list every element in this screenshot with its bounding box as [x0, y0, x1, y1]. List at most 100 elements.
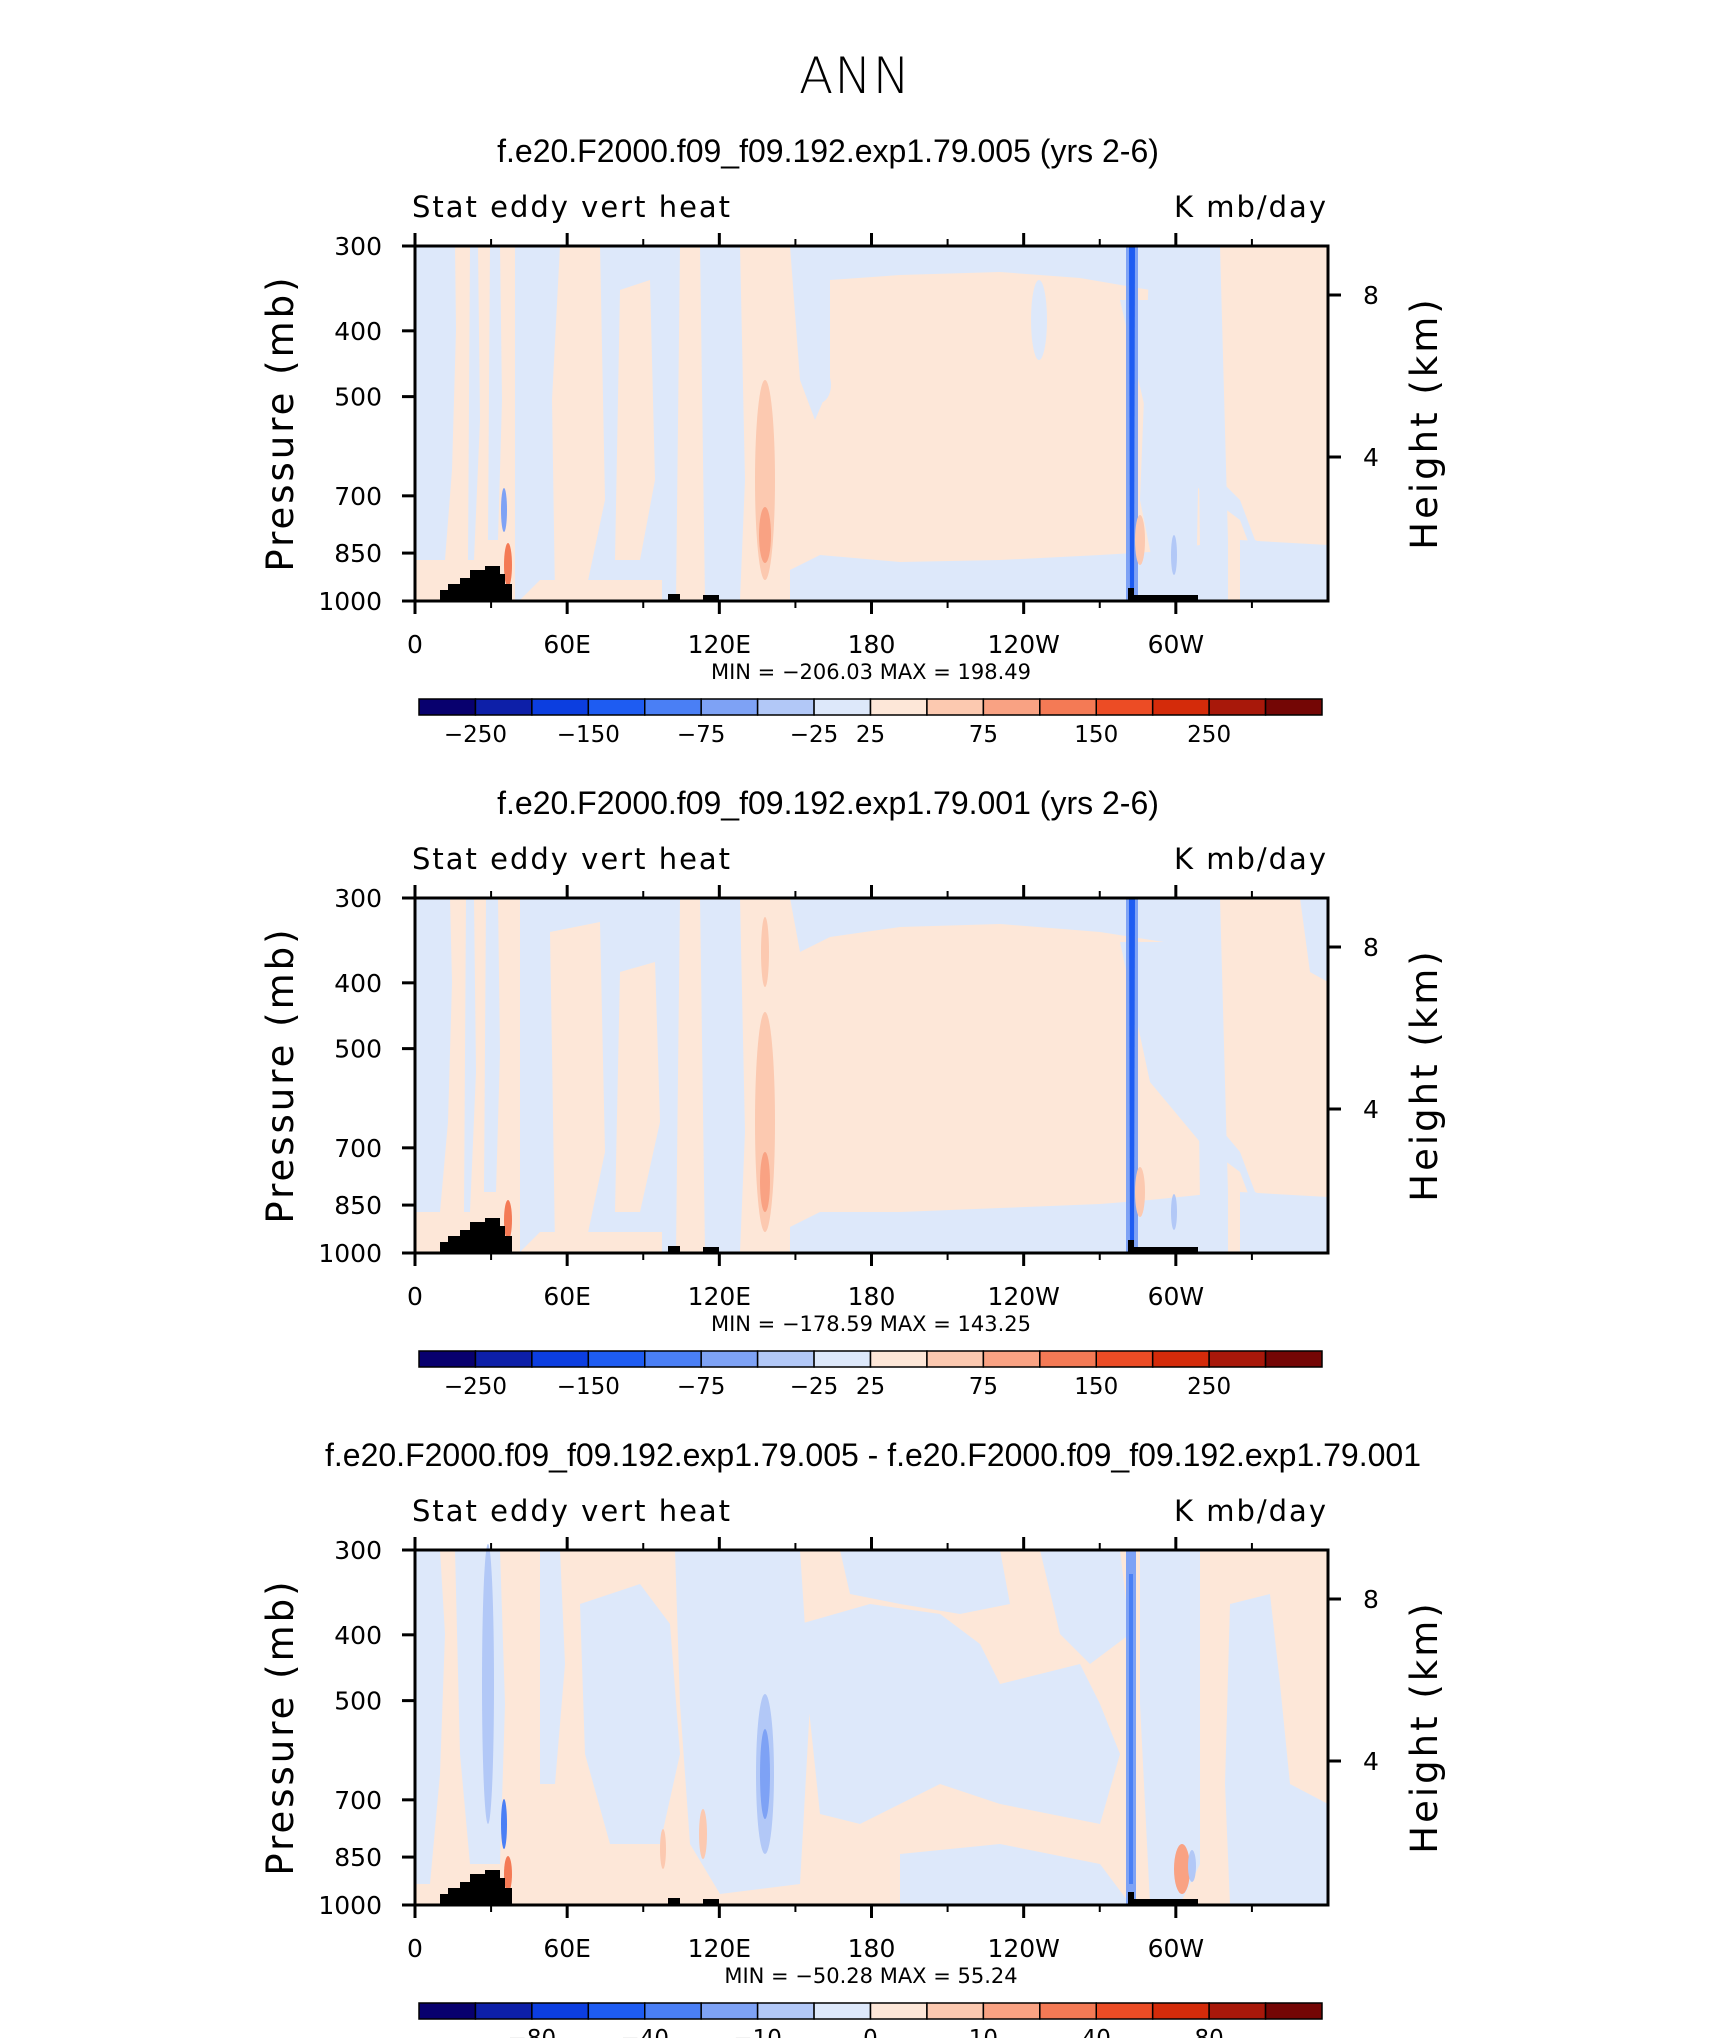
y-tick-label: 500	[334, 1035, 382, 1064]
neg-region-3	[468, 246, 480, 560]
pos-region-atlantic	[1200, 246, 1328, 560]
units-label: K mb/day	[1174, 190, 1328, 224]
terrain-mask	[1128, 1240, 1198, 1253]
colorbar-swatch	[1095, 698, 1154, 716]
panel-title: f.e20.F2000.f09_f09.192.exp1.79.005 (yrs…	[497, 133, 1159, 169]
terrain-mask	[440, 1870, 512, 1905]
pos-band-1	[550, 922, 605, 1247]
axes: 0 60E 120E 180 120W 60W 300 400 500 700 850 1000 8 4	[318, 884, 1379, 1311]
x-tick-label: 60W	[1148, 1282, 1205, 1311]
neg-region-east-pac-top	[1040, 1550, 1130, 1664]
pos-small-1	[1174, 1844, 1190, 1894]
y-tick-label: 1000	[318, 1239, 382, 1268]
x-tick-label: 60E	[543, 1934, 591, 1963]
neg-region-atlantic-lower	[1240, 1192, 1328, 1253]
y-tick-label: 400	[334, 317, 382, 346]
x-tick-label: 120W	[987, 1934, 1059, 1963]
terrain-mask	[668, 1246, 680, 1253]
x-tick-label: 60W	[1148, 630, 1205, 659]
x-tick-label: 180	[848, 630, 896, 659]
neg-small-2	[501, 1799, 507, 1849]
variable-label: Stat eddy vert heat	[412, 1494, 732, 1528]
y-tick-label: 850	[334, 539, 382, 568]
x-tick-label: 120E	[688, 1934, 752, 1963]
neg-region-3	[540, 1550, 565, 1784]
panel-1: f.e20.F2000.f09_f09.192.exp1.79.005 (yrs…	[259, 133, 1446, 748]
colorbar-swatch	[1208, 1350, 1267, 1368]
colorbar-label: 10	[969, 2026, 998, 2038]
colorbar-label: −40	[620, 2026, 669, 2038]
x-tick-label: 60E	[543, 630, 591, 659]
neg-column-80w-core	[1129, 246, 1135, 600]
colorbar: −250 −150 −75 −25 25 75 150 250	[418, 1350, 1323, 1400]
colorbar-swatch	[474, 1350, 533, 1368]
x-tick-label: 120E	[688, 630, 752, 659]
pos-max-140e-inner	[759, 507, 771, 563]
colorbar-swatch	[869, 2002, 928, 2020]
axes: 0 60E 120E 180 120W 60W 300 400 500 700 850 1000 8 4	[318, 1536, 1379, 1963]
neg-region-pac-top	[840, 1550, 1010, 1614]
y-tick-label: 1000	[318, 1891, 382, 1920]
colorbar-label: 80	[1194, 2026, 1223, 2038]
colorbar-label: 75	[969, 722, 998, 748]
colorbar-swatch	[1039, 1350, 1097, 1368]
colorbar-swatch	[926, 1350, 985, 1368]
colorbar-swatch	[982, 2002, 1041, 2020]
terrain-mask	[703, 1899, 719, 1905]
colorbar-swatch	[644, 2002, 702, 2020]
neg-region-top-pac	[800, 246, 1228, 300]
neg-region-maritime	[700, 246, 745, 600]
stats-label: MIN = −206.03 MAX = 198.49	[711, 660, 1031, 684]
x-tick-label: 60W	[1148, 1934, 1205, 1963]
neg-region-andes	[1140, 1550, 1200, 1904]
y-tick-label: 700	[334, 1786, 382, 1815]
colorbar-swatch	[926, 698, 985, 716]
colorbar-swatch	[869, 698, 928, 716]
y-right-tick-label: 4	[1363, 1095, 1379, 1124]
colorbar-label: 150	[1074, 1374, 1118, 1400]
stats-label: MIN = −50.28 MAX = 55.24	[724, 1964, 1017, 1988]
pos-small-4	[504, 1856, 512, 1892]
colorbar-swatch	[1208, 698, 1267, 716]
colorbar-swatch	[700, 2002, 759, 2020]
terrain-mask	[703, 1247, 719, 1253]
terrain-mask	[440, 1218, 512, 1253]
x-tick-label: 0	[407, 1934, 423, 1963]
neg-region-maritime	[675, 1550, 810, 1894]
colorbar-label: 0	[863, 2026, 878, 2038]
colorbar-swatch	[1264, 1350, 1323, 1368]
figure-title: ANN	[799, 47, 911, 105]
y-tick-label: 500	[334, 1687, 382, 1716]
y-tick-label: 850	[334, 1843, 382, 1872]
colorbar-swatch	[587, 1350, 646, 1368]
y-axis-label-right: Height (km)	[1403, 296, 1446, 549]
neg-region-atlantic-east	[1196, 898, 1228, 1202]
neg-region-andes	[1140, 246, 1200, 600]
neg-small-1	[1171, 535, 1177, 575]
colorbar-swatch	[756, 1350, 815, 1368]
y-tick-label: 300	[334, 232, 382, 261]
y-axis-label-right: Height (km)	[1403, 1600, 1446, 1853]
colorbar-swatch	[531, 2002, 590, 2020]
neg-region-lower-pac	[790, 540, 1228, 601]
neg-patch-1	[1031, 280, 1047, 360]
neg-min-140e-inner	[760, 1729, 770, 1819]
colorbar-label: −80	[508, 2026, 557, 2038]
pos-band-2	[615, 962, 660, 1212]
neg-patch-2	[807, 367, 831, 403]
colorbar-swatch	[756, 2002, 815, 2020]
colorbar-swatch	[418, 2002, 477, 2020]
panel-3: f.e20.F2000.f09_f09.192.exp1.79.005 - f.…	[259, 1437, 1446, 2038]
y-right-tick-label: 8	[1363, 933, 1379, 962]
colorbar-label: 250	[1187, 722, 1231, 748]
colorbar-swatch	[1039, 698, 1097, 716]
panel-2: f.e20.F2000.f09_f09.192.exp1.79.001 (yrs…	[259, 785, 1446, 1400]
colorbar-label: 75	[969, 1374, 998, 1400]
colorbar-label: −75	[677, 1374, 726, 1400]
colorbar-swatch	[869, 1350, 928, 1368]
neg-region-atlantic-east	[1196, 246, 1228, 550]
colorbar-swatch	[813, 1350, 872, 1368]
colorbar-swatch	[1264, 2002, 1323, 2020]
colorbar-label: −150	[557, 722, 620, 748]
